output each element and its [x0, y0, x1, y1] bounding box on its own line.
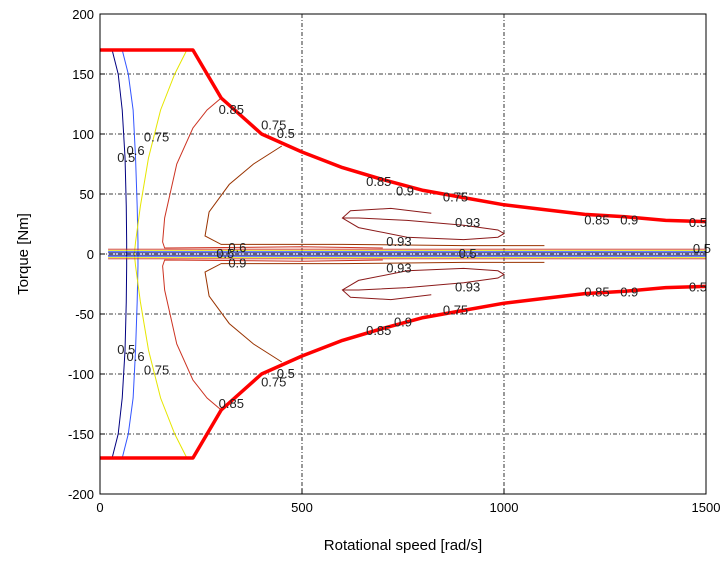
contour-label: 0.85 — [219, 396, 244, 411]
y-tick-label: 100 — [72, 127, 94, 142]
contour-label: 0.5 — [277, 366, 295, 381]
y-tick-label: -200 — [68, 487, 94, 502]
contour-label: 0.5 — [216, 246, 234, 261]
y-tick-label: 0 — [87, 247, 94, 262]
contour-label: 0.9 — [620, 212, 638, 227]
x-tick-label: 0 — [96, 500, 103, 515]
contour-label: 0.5 — [459, 246, 477, 261]
contour-label: 0.75 — [261, 374, 286, 389]
grid — [100, 14, 706, 494]
contour-label: 0.85 — [366, 174, 391, 189]
contour-label: 0.9 — [620, 284, 638, 299]
contour-label: 0.93 — [386, 234, 411, 249]
contour-line-0-6 — [121, 254, 139, 459]
contour-label: 0.93 — [386, 260, 411, 275]
contour-label: 0.5 — [689, 280, 707, 295]
contour-line-0-5 — [111, 254, 128, 459]
torque-envelope-line — [100, 48, 707, 224]
contour-label: 0.75 — [144, 130, 169, 145]
contour-line-0-93 — [341, 207, 505, 241]
contour-line-0-75 — [133, 253, 188, 459]
y-tick-label: 150 — [72, 67, 94, 82]
contour-label: 0.75 — [144, 362, 169, 377]
contour-line-0-9 — [204, 145, 545, 247]
contour-line-0-85 — [162, 97, 383, 249]
contour-line-0-75 — [133, 49, 188, 255]
y-tick-label: 200 — [72, 7, 94, 22]
contour-line-0-5 — [111, 49, 128, 254]
contour-label: 0.85 — [584, 284, 609, 299]
contour-label: 0.9 — [228, 256, 246, 271]
x-axis-title: Rotational speed [rad/s] — [324, 537, 482, 554]
y-tick-label: -150 — [68, 427, 94, 442]
contour-label: 0.75 — [443, 190, 468, 205]
contour-label: 0.85 — [219, 102, 244, 117]
contour-label: 0.5 — [117, 342, 135, 357]
contour-label: 0.9 — [394, 314, 412, 329]
contour-line-0-93 — [341, 267, 505, 301]
x-tick-label: 1000 — [490, 500, 519, 515]
contour-label: 0.75 — [443, 302, 468, 317]
contour-label: 0.85 — [584, 212, 609, 227]
contour-labels: 0.50.60.750.850.750.50.850.9 0.750.930.93… — [117, 102, 711, 411]
contour-label: 0.5 — [693, 241, 711, 256]
y-tick-label: 50 — [80, 187, 94, 202]
y-tick-label: -100 — [68, 367, 94, 382]
contour-label: 0.6 — [127, 349, 145, 364]
contour-label: 0.85 — [366, 323, 391, 338]
x-tick-label: 1500 — [692, 500, 721, 515]
efficiency-contours — [108, 49, 706, 459]
torque-envelope — [100, 48, 707, 460]
contour-label: 0.6 — [127, 143, 145, 158]
x-tick-label: 500 — [291, 500, 313, 515]
contour-label: 0.93 — [455, 215, 480, 230]
y-tick-label: -50 — [75, 307, 94, 322]
contour-line-0-85 — [162, 259, 383, 411]
contour-label: 0.5 — [117, 150, 135, 165]
contour-label: 0.9 — [396, 184, 414, 199]
contour-label: 0.93 — [455, 280, 480, 295]
contour-line-0-6 — [121, 49, 139, 254]
contour-label: 0.6 — [228, 240, 246, 255]
contour-label: 0.75 — [261, 118, 286, 133]
axis-ticks: 0 500 1000 1500 -200 -150 -100 -50 0 50 100 150 200 — [68, 7, 720, 515]
contour-line-0-9 — [204, 261, 545, 363]
contour-label: 0.5 — [277, 126, 295, 141]
y-axis-title: Torque [Nm] — [15, 213, 32, 295]
contour-label: 0.5 — [689, 215, 707, 230]
torque-envelope-line — [100, 284, 707, 460]
